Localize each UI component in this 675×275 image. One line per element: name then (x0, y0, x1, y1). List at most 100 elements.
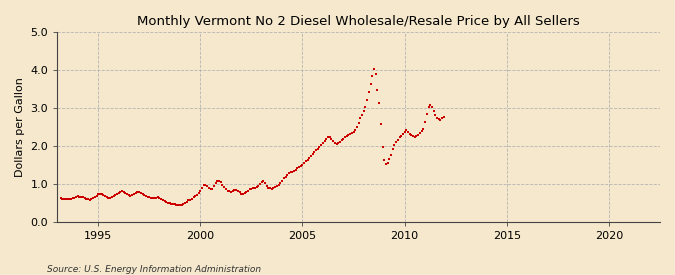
Point (231, 188, 242, 192)
Point (132, 190, 143, 194)
Point (362, 97, 373, 102)
Point (74, 194, 85, 199)
Point (421, 112, 432, 117)
Point (196, 185, 207, 190)
Point (404, 131, 415, 136)
Point (288, 169, 299, 173)
Point (267, 186, 277, 191)
Point (63, 197, 74, 202)
Point (377, 144, 388, 149)
Point (437, 116, 448, 121)
Point (256, 180, 267, 184)
Point (394, 135, 405, 140)
Point (263, 185, 274, 190)
Point (268, 186, 279, 190)
Point (79, 196, 90, 200)
Point (107, 195, 117, 199)
Point (353, 121, 364, 125)
Point (166, 201, 177, 206)
Point (430, 113, 441, 118)
Point (370, 72, 381, 77)
Point (95, 192, 105, 196)
Point (229, 188, 240, 192)
Point (239, 191, 250, 196)
Point (387, 147, 398, 151)
Point (296, 164, 306, 168)
Point (82, 197, 93, 201)
Point (161, 200, 171, 204)
Point (244, 187, 255, 192)
Point (360, 105, 371, 109)
Point (367, 74, 378, 79)
Point (374, 100, 385, 105)
Point (431, 116, 442, 120)
Point (317, 141, 328, 145)
Point (241, 190, 252, 194)
Point (355, 116, 366, 121)
Point (357, 112, 368, 117)
Point (313, 147, 323, 151)
Point (287, 170, 298, 174)
Point (225, 189, 236, 194)
Point (55, 196, 66, 200)
Point (153, 195, 163, 200)
Point (175, 203, 186, 208)
Point (238, 192, 248, 196)
Point (164, 201, 175, 205)
Point (92, 192, 103, 197)
Point (232, 188, 243, 193)
Point (69, 196, 80, 200)
Point (192, 192, 202, 197)
Point (363, 89, 374, 94)
Point (340, 135, 350, 139)
Point (336, 138, 347, 143)
Point (118, 190, 129, 194)
Point (61, 197, 72, 201)
Point (108, 194, 119, 199)
Point (163, 200, 173, 205)
Point (345, 132, 356, 136)
Point (384, 157, 395, 161)
Point (140, 194, 151, 198)
Point (258, 179, 269, 183)
Point (335, 140, 346, 144)
Point (97, 192, 107, 197)
Point (369, 67, 379, 71)
Point (210, 181, 221, 186)
Point (300, 159, 311, 164)
Point (113, 191, 124, 196)
Point (278, 176, 289, 181)
Point (270, 185, 281, 189)
Point (180, 200, 190, 205)
Point (144, 195, 155, 200)
Point (352, 125, 362, 129)
Point (252, 184, 263, 188)
Point (156, 197, 167, 201)
Title: Monthly Vermont No 2 Diesel Wholesale/Resale Price by All Sellers: Monthly Vermont No 2 Diesel Wholesale/Re… (137, 15, 580, 28)
Point (147, 196, 158, 200)
Point (433, 117, 444, 121)
Point (314, 145, 325, 149)
Point (176, 203, 187, 207)
Point (91, 193, 102, 198)
Point (401, 128, 412, 133)
Point (209, 184, 219, 188)
Point (307, 152, 318, 156)
Point (265, 186, 275, 191)
Point (127, 193, 138, 197)
Point (169, 202, 180, 207)
Point (381, 161, 392, 166)
Point (286, 170, 296, 175)
Point (365, 82, 376, 87)
Point (128, 192, 139, 196)
Point (385, 153, 396, 157)
Point (290, 167, 301, 172)
Point (382, 161, 393, 166)
Y-axis label: Dollars per Gallon: Dollars per Gallon (15, 77, 25, 177)
Point (120, 191, 131, 195)
Point (427, 105, 437, 109)
Point (193, 191, 204, 195)
Point (372, 87, 383, 92)
Point (392, 138, 403, 142)
Point (81, 196, 92, 201)
